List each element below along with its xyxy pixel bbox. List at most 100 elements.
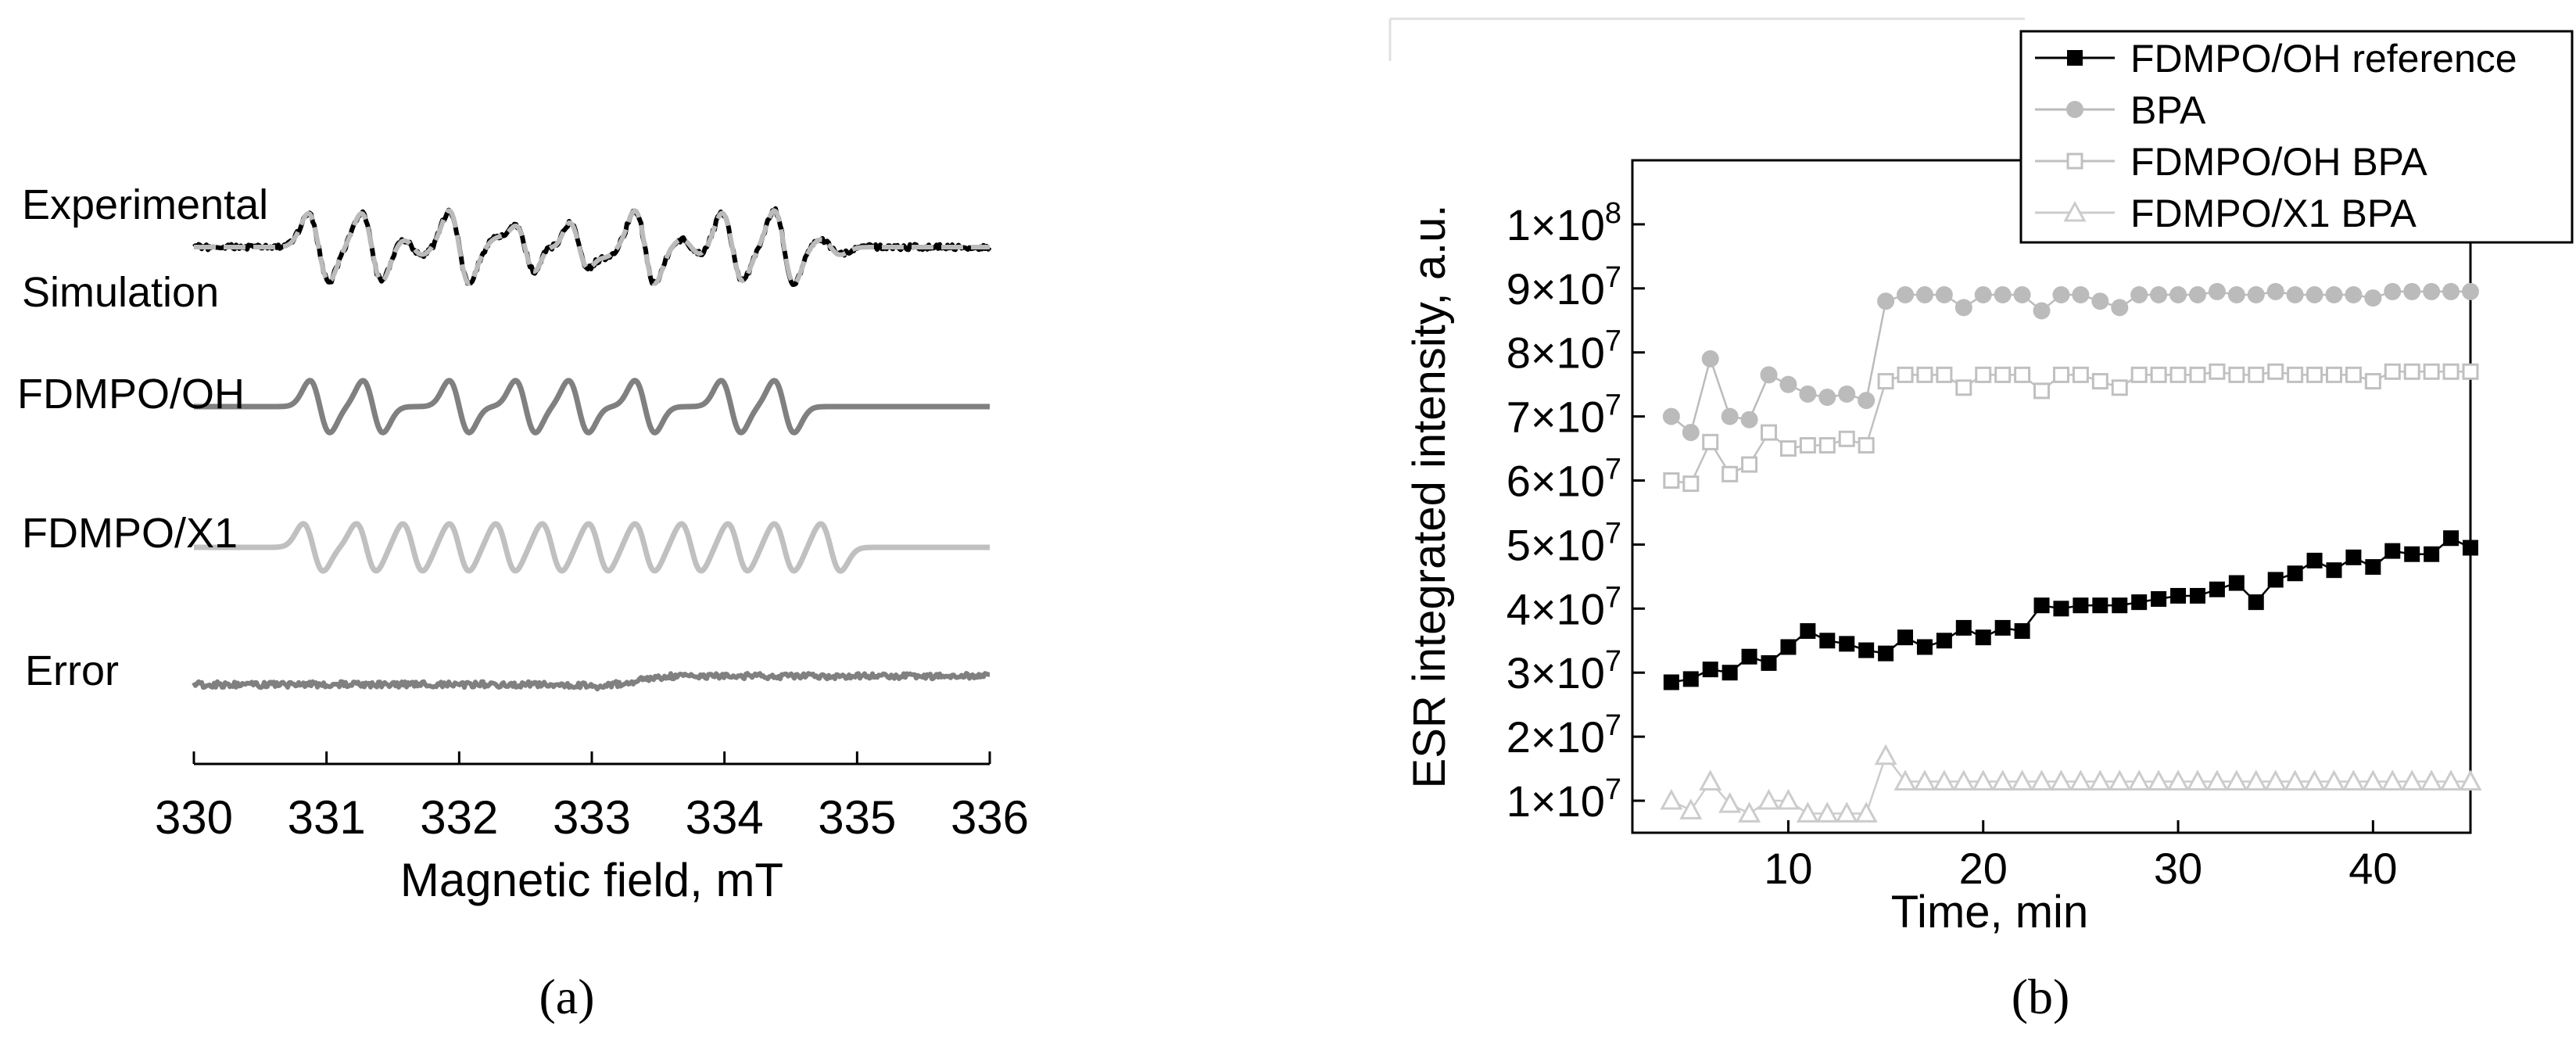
- data-point: [2361, 769, 2384, 791]
- data-point: [1955, 619, 1972, 636]
- data-point: [1682, 475, 1700, 493]
- y-tick-mantissa: 1: [1507, 200, 1531, 249]
- data-point: [2131, 594, 2148, 611]
- data-point: [1991, 769, 2015, 791]
- y-axis-title: ESR integrated intensity, a.u.: [1404, 205, 1455, 789]
- data-point: [1915, 286, 1933, 303]
- series-label: Experimental: [22, 181, 268, 228]
- data-point: [2439, 769, 2463, 791]
- data-point: [2400, 769, 2424, 791]
- data-point: [2170, 587, 2187, 604]
- panel-b-time-course: 1×1072×1073×1074×1075×1076×1077×1078×107…: [1388, 17, 2574, 1024]
- data-point: [2166, 769, 2190, 791]
- data-point: [1994, 366, 2012, 383]
- data-point: [2462, 363, 2479, 380]
- data-point: [1974, 286, 1992, 303]
- data-point: [2130, 286, 2148, 303]
- data-point: [2088, 769, 2112, 791]
- y-tick-mantissa: 4: [1507, 584, 1531, 633]
- data-point: [2326, 562, 2342, 579]
- data-point: [1815, 801, 1839, 823]
- x-tick-label: 20: [1959, 844, 2008, 893]
- y-tick-times: ×10: [1531, 457, 1605, 506]
- data-point: [2423, 363, 2440, 380]
- y-tick-times: ×10: [1531, 200, 1605, 249]
- data-point: [1975, 629, 1991, 646]
- data-point: [2014, 623, 2030, 639]
- panel-a-esr-spectra: Experimental Simulation FDMPO/OH FDMPO/X1 Er…: [17, 181, 1029, 1024]
- data-point: [2303, 769, 2327, 791]
- data-point: [2189, 366, 2206, 383]
- data-point: [1738, 801, 1761, 823]
- data-point: [2069, 769, 2092, 791]
- data-point: [2092, 597, 2108, 614]
- data-point: [2053, 601, 2069, 617]
- data-point: [2127, 769, 2151, 791]
- data-point: [2111, 379, 2128, 396]
- data-point: [1699, 769, 1722, 791]
- data-point: [1776, 788, 1800, 810]
- data-point: [1722, 665, 1738, 681]
- data-point: [1682, 671, 1699, 687]
- data-point: [2013, 286, 2031, 303]
- data-point: [1740, 411, 1758, 428]
- series-fdmpo-oh-reference: [1663, 530, 2478, 690]
- data-point: [2033, 597, 2050, 614]
- data-point: [1858, 392, 1876, 410]
- data-point: [1663, 674, 1679, 690]
- legend-marker: [2063, 200, 2087, 222]
- data-point: [2130, 366, 2148, 383]
- y-tick-times: ×10: [1531, 393, 1605, 442]
- data-point: [2014, 366, 2031, 383]
- data-point: [2228, 575, 2245, 591]
- error-curve: [192, 671, 991, 692]
- y-tick-label: 8×107: [1507, 325, 1621, 378]
- data-point: [2186, 769, 2209, 791]
- x-tick-label: 336: [951, 791, 1029, 844]
- data-point: [2205, 769, 2229, 791]
- data-point: [2287, 565, 2303, 582]
- data-point: [1818, 389, 1836, 407]
- y-tick-exponent: 7: [1605, 261, 1621, 294]
- data-point: [2247, 286, 2265, 303]
- data-point: [1722, 465, 1739, 482]
- data-point: [1994, 286, 2012, 303]
- data-point: [1818, 436, 1836, 454]
- legend-label: BPA: [2130, 88, 2206, 132]
- data-point: [2404, 546, 2420, 562]
- y-tick-exponent: 7: [1605, 581, 1621, 614]
- y-tick-exponent: 7: [1605, 325, 1621, 358]
- series-label: Simulation: [22, 269, 219, 316]
- data-point: [1799, 436, 1816, 454]
- y-tick-exponent: 7: [1605, 454, 1621, 486]
- data-point: [2365, 559, 2381, 575]
- y-tick-times: ×10: [1531, 648, 1605, 697]
- data-point: [1761, 424, 1778, 441]
- data-point: [2228, 366, 2245, 383]
- data-point: [2073, 597, 2089, 614]
- data-point: [2306, 552, 2323, 568]
- data-point: [1913, 769, 1936, 791]
- data-point: [1799, 385, 1817, 403]
- data-point: [2287, 366, 2304, 383]
- legend-marker: [2067, 50, 2083, 66]
- series-label: FDMPO/X1: [22, 510, 238, 557]
- y-axis-ticks: 1×1072×1073×1074×1075×1076×1077×1078×107…: [1507, 197, 1645, 826]
- data-point: [2423, 282, 2441, 300]
- y-tick-label: 2×107: [1507, 709, 1621, 762]
- simulation-curve: [193, 208, 991, 286]
- data-point: [2072, 366, 2089, 383]
- data-point: [2403, 363, 2420, 380]
- x-tick-label: 332: [420, 791, 498, 844]
- data-point: [1702, 662, 1718, 678]
- data-point: [1854, 801, 1878, 823]
- y-tick-label: 5×107: [1507, 517, 1621, 569]
- x-axis-ticks: 330 331 332 333 334 335 336: [155, 751, 1029, 844]
- data-point: [2248, 594, 2264, 611]
- data-point: [2264, 769, 2288, 791]
- data-point: [2072, 286, 2090, 303]
- data-point: [2381, 769, 2404, 791]
- y-tick-mantissa: 8: [1507, 328, 1531, 378]
- data-point: [1679, 798, 1703, 819]
- y-tick-label: 3×107: [1507, 645, 1621, 697]
